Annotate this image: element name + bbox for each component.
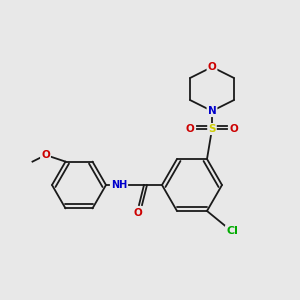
Text: O: O <box>186 124 194 134</box>
Text: Cl: Cl <box>226 226 238 236</box>
Text: O: O <box>41 150 50 160</box>
Text: O: O <box>208 62 216 72</box>
Text: O: O <box>230 124 238 134</box>
Text: S: S <box>208 124 216 134</box>
Text: NH: NH <box>111 180 127 190</box>
Text: O: O <box>134 208 142 218</box>
Text: N: N <box>208 106 216 116</box>
